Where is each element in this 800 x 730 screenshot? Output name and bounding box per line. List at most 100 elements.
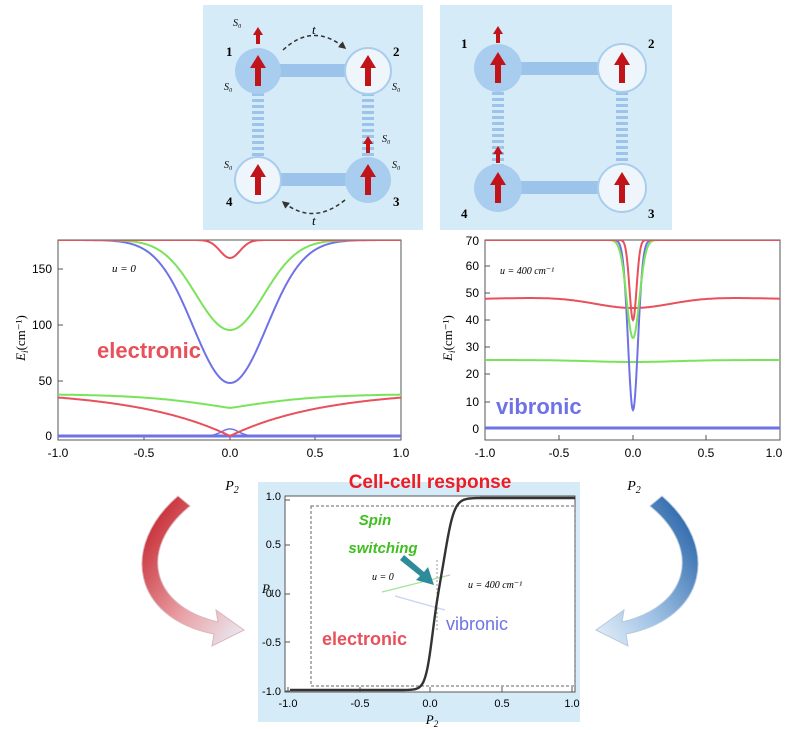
schematic-right: 1 2 3 4: [440, 5, 672, 230]
annotation-u0: u = 0: [372, 572, 394, 583]
curve-red-spike: [485, 240, 780, 322]
spin-label-s4: S₀: [224, 160, 233, 171]
plot-left-ytick: 50: [39, 374, 53, 388]
curved-arrow-blue: [595, 495, 699, 647]
plot-right-xtick: 0.0: [625, 446, 642, 460]
plot-right-xtick: 0.5: [698, 446, 715, 460]
node-label-3: 3: [393, 194, 400, 209]
curve-red-low: [58, 396, 401, 438]
ylabel-main: E: [440, 353, 455, 362]
plot-left-ylabel: Ei(cm⁻¹): [13, 315, 30, 362]
curve-blue-spike: [485, 240, 780, 413]
ylabel-unit: (cm⁻¹): [440, 315, 455, 350]
plot-left-xtick: -0.5: [134, 446, 155, 460]
xlabel-main: P: [224, 479, 234, 494]
plot-bottom-title: Cell-cell response: [349, 472, 512, 493]
hopping-arc-bottom: [281, 199, 346, 215]
spin-up-arrow: [360, 164, 376, 195]
bond-1-2: [498, 62, 622, 75]
plot-left-xlabel: P2: [224, 479, 239, 496]
curve-red-upper: [58, 240, 401, 260]
plot-left-xtick: 0.0: [222, 446, 239, 460]
hopping-label-top: t: [312, 22, 316, 37]
plot-right-ytick: 30: [466, 340, 480, 354]
hopping-label-bottom: t: [312, 213, 316, 228]
node-label-1: 1: [226, 44, 233, 59]
response-curve: [290, 496, 575, 692]
plot-left-xtick: 0.5: [307, 446, 324, 460]
ylabel-sub: i: [20, 350, 30, 353]
plot-right-curves: [485, 240, 780, 430]
plot-bottom-frame: [284, 495, 576, 693]
curve-green-low: [58, 393, 401, 410]
label-electronic: electronic: [322, 629, 407, 649]
plot-left-xtick: 1.0: [393, 446, 410, 460]
plot-right-xtick: -1.0: [475, 446, 496, 460]
plot-bottom-ytick: 0.0: [266, 588, 281, 600]
ylabel-unit: (cm⁻¹): [13, 315, 28, 350]
hopping-arc-top: [282, 34, 347, 51]
plot-right-xlabel: P2: [626, 479, 641, 496]
ylabel-sub: 1: [270, 588, 275, 598]
plot-left-curves: [58, 240, 401, 438]
plot-bottom-xtick: 0.5: [494, 698, 509, 710]
node-label-3: 3: [648, 206, 655, 221]
plot-bottom-ytick: -0.5: [262, 637, 281, 649]
plot-bottom-xtick: -1.0: [279, 698, 298, 710]
plot-right-curve-label: vibronic: [496, 394, 582, 419]
plot-right-ytick: 70: [466, 234, 480, 248]
guide-green: [381, 574, 451, 593]
plot-left: 0 50 100 150 -1.0 -0.5 0.0 0.5 1.0 u = 0…: [13, 239, 410, 496]
plot-bottom: Cell-cell response Spin switching u = 0 …: [258, 472, 580, 729]
bond-1-2: [258, 64, 368, 77]
spin-up-arrow: [360, 55, 376, 86]
spin-up-arrow: [363, 136, 373, 153]
spin-arrows-right: [490, 26, 630, 203]
spin-up-arrow: [614, 52, 630, 83]
plot-left-annotation: u = 0: [112, 263, 136, 275]
xlabel-sub: 2: [234, 485, 239, 496]
spin-up-arrow: [614, 172, 630, 203]
plot-right-ytick: 50: [466, 286, 480, 300]
ylabel-main: P: [261, 581, 270, 596]
spin-switching-line1: Spin: [359, 512, 392, 529]
plot-right-ytick: 20: [466, 367, 480, 381]
xlabel-main: P: [425, 712, 434, 727]
spin-up-arrow: [493, 26, 503, 43]
plot-left-frame: [57, 239, 402, 441]
plot-right-ylabel: Ei(cm⁻¹): [440, 315, 457, 362]
xlabel-main: P: [626, 479, 636, 494]
ylabel-sub: i: [447, 350, 457, 353]
node-label-4: 4: [226, 194, 233, 209]
plot-bottom-xlabel: P2: [425, 712, 439, 729]
spin-up-arrow: [493, 146, 503, 163]
xlabel-sub: 2: [434, 719, 439, 729]
plot-bottom-xtick: -0.5: [351, 698, 370, 710]
plot-bottom-ylabel: P1: [261, 581, 274, 598]
plot-right-ytick: 40: [466, 313, 480, 327]
curved-arrow-red: [141, 495, 245, 647]
ylabel-main: E: [13, 353, 28, 362]
spin-switching-arrow: [400, 555, 434, 585]
plot-right-ytick: 60: [466, 259, 480, 273]
plot-bottom-xtick: 1.0: [564, 698, 579, 710]
svg-text:Ei(cm⁻¹): Ei(cm⁻¹): [13, 315, 30, 362]
spin-up-arrow: [250, 55, 266, 86]
spin-label-s3-top: S₀: [382, 134, 391, 145]
plot-bottom-ytick: 0.5: [266, 539, 281, 551]
curve-red-mid: [485, 297, 780, 309]
plot-left-ytick: 150: [32, 262, 52, 276]
spin-up-arrow: [490, 52, 506, 83]
spin-label-s1-top: S₀: [233, 18, 242, 29]
spin-label-s1: S₀: [224, 82, 233, 93]
node-label-4: 4: [461, 206, 468, 221]
plot-bottom-ytick: -1.0: [262, 686, 281, 698]
plot-bottom-xtick: 0.0: [422, 698, 437, 710]
plot-left-curve-label: electronic: [97, 338, 201, 363]
spin-label-s2: S₀: [392, 82, 401, 93]
curve-blue-bump: [58, 428, 401, 437]
xlabel-sub: 2: [636, 485, 641, 496]
spin-up-arrow: [253, 27, 263, 44]
annotation-u400: u = 400 cm⁻¹: [468, 580, 522, 591]
